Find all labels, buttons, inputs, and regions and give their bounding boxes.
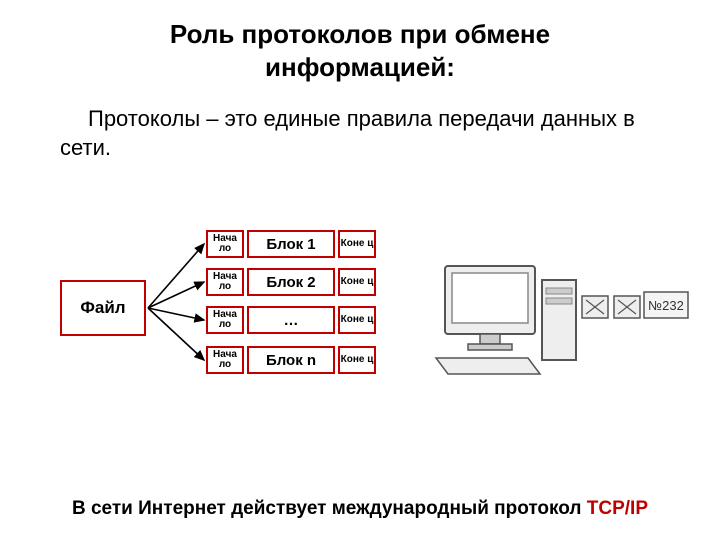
footer-accent: TCP/IP (587, 498, 648, 519)
diagram: Файл Нача лоБлок 1Коне цНача лоБлок 2Кон… (0, 218, 720, 438)
arrow-line (148, 244, 204, 308)
start-box: Нача ло (206, 230, 244, 258)
title-line-1: Роль протоколов при обмене (170, 19, 550, 49)
arrow-line (148, 282, 204, 308)
end-box: Коне ц (338, 230, 376, 258)
block-box: … (247, 306, 335, 334)
end-box: Коне ц (338, 268, 376, 296)
block-box: Блок n (247, 346, 335, 374)
block-box: Блок 1 (247, 230, 335, 258)
end-box: Коне ц (338, 346, 376, 374)
title-line-2: информацией: (265, 52, 455, 82)
page-title: Роль протоколов при обмене информацией: (0, 18, 720, 83)
computer-label: №232 (648, 298, 684, 313)
footer-plain: В сети Интернет действует международный … (72, 498, 587, 519)
block-row: Нача лоБлок 1Коне ц (206, 230, 376, 258)
footer-caption: В сети Интернет действует международный … (0, 496, 720, 522)
start-box: Нача ло (206, 306, 244, 334)
subtitle-text: Протоколы – это единые правила передачи … (60, 105, 660, 162)
arrow-line (148, 308, 204, 360)
block-row: Нача лоБлок 2Коне ц (206, 268, 376, 296)
file-node-label: Файл (80, 298, 125, 318)
start-box: Нача ло (206, 268, 244, 296)
arrow-line (148, 308, 204, 320)
block-box: Блок 2 (247, 268, 335, 296)
end-box: Коне ц (338, 306, 376, 334)
block-row: Нача ло…Коне ц (206, 306, 376, 334)
start-box: Нача ло (206, 346, 244, 374)
file-node: Файл (60, 280, 146, 336)
computer-illustration: №232 (430, 248, 690, 378)
block-row: Нача лоБлок nКоне ц (206, 346, 376, 374)
